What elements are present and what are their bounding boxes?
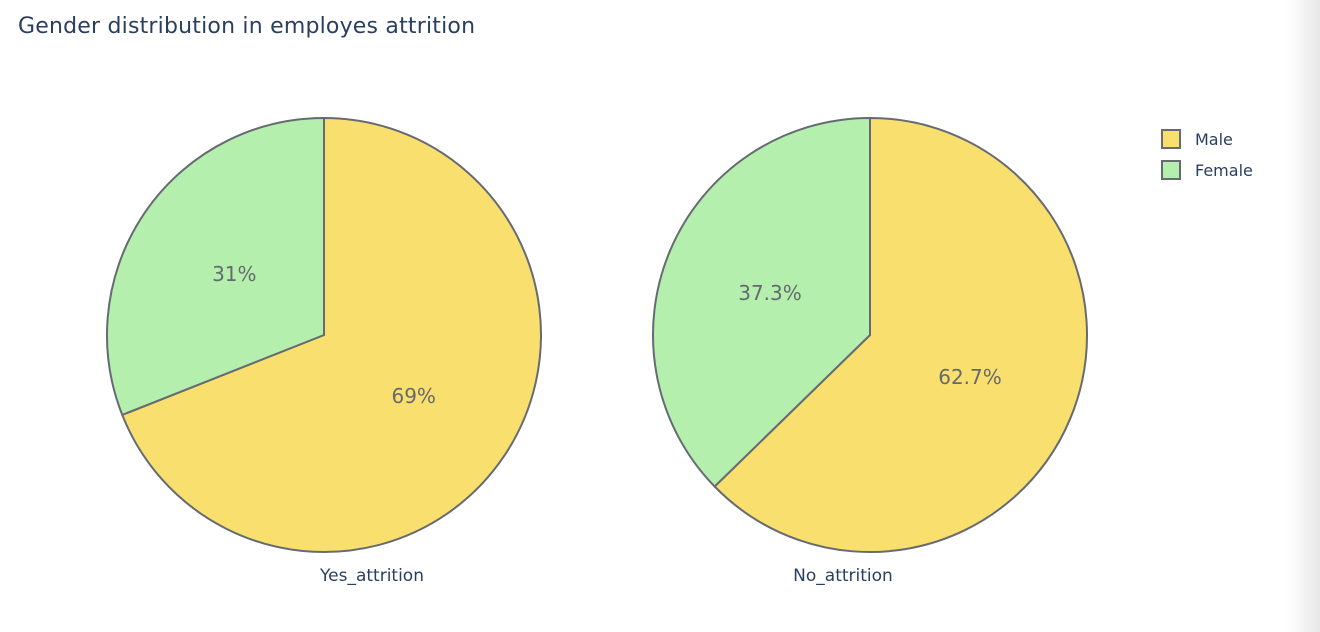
pie-percent-label-female-no_attrition: 37.3% — [738, 281, 802, 305]
legend-item-male[interactable]: Male — [1161, 129, 1253, 149]
pie-slice-male-no_attrition[interactable] — [713, 117, 1088, 553]
legend: Male Female — [1161, 129, 1253, 180]
legend-label-male: Male — [1195, 129, 1233, 149]
pie-Yes_attrition: 69% 31% — [106, 117, 542, 553]
legend-swatch-male-icon — [1161, 129, 1181, 149]
legend-label-female: Female — [1195, 160, 1253, 180]
legend-item-female[interactable]: Female — [1161, 160, 1253, 180]
chart-title: Gender distribution in employes attritio… — [18, 14, 476, 39]
pie-slice-male-yes_attrition[interactable] — [121, 117, 542, 553]
pie-caption-no-attrition: No_attrition — [793, 566, 893, 586]
pie-percent-label-female-yes_attrition: 31% — [212, 262, 256, 286]
pie-No_attrition: 62.7% 37.3% — [652, 117, 1088, 553]
pie-slice-female-no_attrition[interactable] — [652, 117, 871, 488]
legend-swatch-female-icon — [1161, 160, 1181, 180]
pie-percent-label-male-yes_attrition: 69% — [391, 384, 435, 408]
pie-percent-label-male-no_attrition: 62.7% — [938, 365, 1002, 389]
pie-slice-female-yes_attrition[interactable] — [106, 117, 325, 416]
pie-caption-yes-attrition: Yes_attrition — [320, 566, 424, 586]
